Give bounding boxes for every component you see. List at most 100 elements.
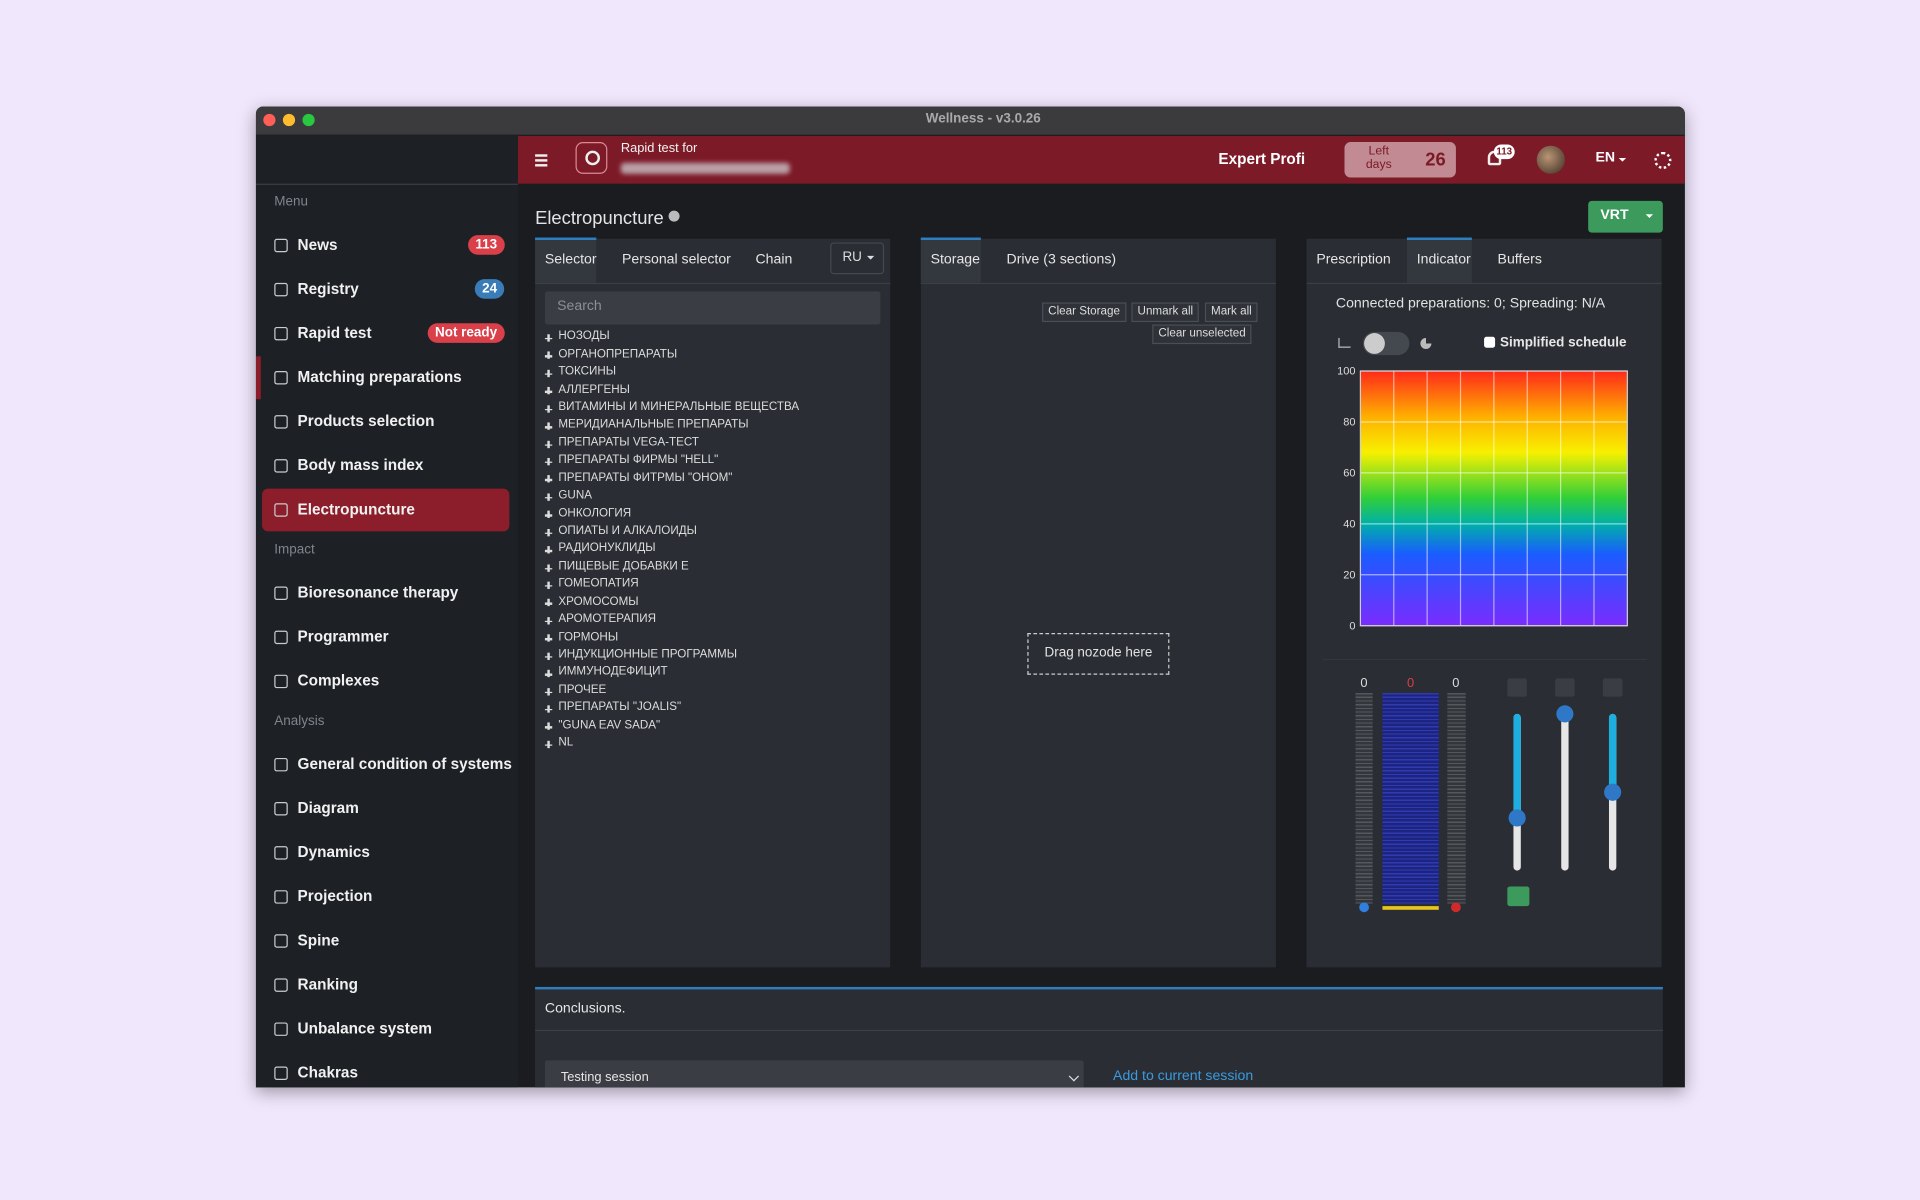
- menu-icon[interactable]: [535, 154, 548, 157]
- slider-button[interactable]: [1507, 678, 1527, 697]
- menu-item[interactable]: Rapid test: [297, 323, 372, 342]
- vrt-caret: [1645, 214, 1654, 221]
- window-control[interactable]: [302, 113, 315, 127]
- tree-item[interactable]: ПРЕПАРАТЫ ФИТРМЫ "ОНОМ": [558, 471, 733, 485]
- slider-handle[interactable]: [1556, 705, 1574, 723]
- patient-name-blurred: [620, 162, 790, 174]
- meter-value: 0: [1406, 675, 1415, 691]
- tree-plus-v: [547, 475, 550, 483]
- language-select[interactable]: [830, 242, 885, 275]
- search-button[interactable]: [575, 142, 608, 174]
- search-input[interactable]: [544, 291, 881, 325]
- tree-item[interactable]: GUNA: [558, 488, 592, 503]
- menu-item[interactable]: Unbalance system: [297, 1019, 432, 1037]
- tree-item[interactable]: ОНКОЛОГИЯ: [558, 506, 632, 520]
- tab[interactable]: Drive (3 sections): [1006, 252, 1117, 268]
- menu-item[interactable]: Projection: [297, 887, 373, 905]
- storage-button[interactable]: Unmark all: [1131, 302, 1200, 323]
- tree-item[interactable]: ПРЕПАРАТЫ "JOALIS": [558, 700, 682, 715]
- tree-item[interactable]: ТОКСИНЫ: [558, 365, 617, 379]
- menu-item[interactable]: Diagram: [297, 798, 359, 817]
- tree-item[interactable]: NL: [558, 736, 574, 750]
- tree-item[interactable]: ОПИАТЫ И АЛКАЛОИДЫ: [558, 524, 697, 538]
- menu-item[interactable]: News: [297, 235, 338, 253]
- menu-item[interactable]: Spine: [297, 931, 340, 949]
- tree-item[interactable]: "GUNA EAV SADA": [558, 718, 661, 732]
- active-tab: [535, 237, 597, 283]
- slider-button[interactable]: [1555, 678, 1575, 697]
- tree-item[interactable]: ГОМЕОПАТИЯ: [558, 577, 639, 591]
- tab[interactable]: Storage: [930, 252, 980, 268]
- storage-button[interactable]: Clear Storage: [1042, 302, 1127, 323]
- indicator-chart: 0 20 40 60 80 100: [1337, 366, 1628, 632]
- tree-item[interactable]: РАДИОНУКЛИДЫ: [558, 541, 656, 556]
- left-days-label: Left days: [1365, 144, 1392, 172]
- avatar[interactable]: [1536, 145, 1565, 174]
- vrt-label[interactable]: VRT: [1600, 208, 1629, 223]
- language[interactable]: EN: [1595, 150, 1616, 166]
- tree-item[interactable]: АРОМОТЕРАПИЯ: [558, 612, 657, 626]
- simplified-label[interactable]: Simplified schedule: [1500, 335, 1627, 351]
- meter-value: 0: [1452, 675, 1460, 691]
- tab[interactable]: Buffers: [1497, 252, 1542, 268]
- menu-item[interactable]: Complexes: [297, 671, 380, 689]
- tab[interactable]: Personal selector: [622, 252, 731, 268]
- session-select-label[interactable]: Testing session: [560, 1069, 649, 1085]
- tree-item[interactable]: МЕРИДИАНАЛЬНЫЕ ПРЕПАРАТЫ: [558, 418, 749, 432]
- info-icon: [668, 210, 680, 222]
- session-select[interactable]: [544, 1060, 1084, 1088]
- tree-item[interactable]: ОРГАНОПРЕПАРАТЫ: [558, 347, 678, 361]
- tree-item[interactable]: ПРОЧЕЕ: [558, 683, 607, 697]
- tree-item[interactable]: АЛЛЕРГЕНЫ: [558, 382, 630, 397]
- tree-item[interactable]: ПРЕПАРАТЫ ФИРМЫ "HELL": [558, 453, 719, 467]
- storage-button[interactable]: Mark all: [1204, 302, 1258, 323]
- menu-item[interactable]: Dynamics: [297, 843, 370, 861]
- storage-button[interactable]: Clear unselected: [1152, 324, 1252, 345]
- tab-bar: [1306, 239, 1662, 285]
- tree-item[interactable]: ПИЩЕВЫЕ ДОБАВКИ Е: [558, 559, 689, 573]
- tree-item[interactable]: НОЗОДЫ: [558, 329, 610, 344]
- tree-item[interactable]: ГОРМОНЫ: [558, 630, 619, 644]
- menu-item[interactable]: Products selection: [297, 412, 435, 430]
- tree-item[interactable]: ПРЕПАРАТЫ VEGA-ТЕСТ: [558, 435, 700, 450]
- window-control[interactable]: [263, 113, 276, 127]
- tree-item[interactable]: ХРОМОСОМЫ: [558, 594, 639, 609]
- menu-item[interactable]: Bioresonance therapy: [297, 583, 459, 601]
- y-tick-label: 40: [1343, 519, 1355, 531]
- menu-item[interactable]: Programmer: [297, 627, 389, 645]
- y-tick-label: 0: [1349, 620, 1355, 632]
- menu-item[interactable]: Registry: [297, 279, 359, 297]
- tree-plus-v: [547, 705, 550, 713]
- checkbox[interactable]: [1484, 336, 1496, 348]
- slider-handle[interactable]: [1508, 809, 1526, 827]
- window-control[interactable]: [282, 113, 296, 127]
- tab[interactable]: Chain: [755, 252, 793, 268]
- tab-bar: [920, 239, 1276, 285]
- menu-item[interactable]: Ranking: [297, 975, 358, 993]
- menu-item[interactable]: Matching preparations: [297, 367, 462, 386]
- menu-item[interactable]: Electropuncture: [297, 500, 415, 518]
- slider-handle[interactable]: [1604, 783, 1622, 801]
- notification-badge: 113: [1493, 144, 1515, 160]
- tree-plus-v: [547, 563, 550, 572]
- tab-bar: [535, 239, 891, 285]
- menu-icon: [274, 1066, 288, 1081]
- menu-item[interactable]: Body mass index: [297, 456, 424, 474]
- menu-item[interactable]: General condition of systems: [297, 754, 512, 773]
- language-select-label[interactable]: RU: [842, 250, 862, 265]
- tree-plus-v: [547, 634, 550, 642]
- signal-button[interactable]: [1507, 886, 1530, 907]
- menu-item[interactable]: Chakras: [297, 1063, 358, 1081]
- menu-icon: [274, 415, 288, 429]
- tree-item[interactable]: ВИТАМИНЫ И МИНЕРАЛЬНЫЕ ВЕЩЕСТВА: [558, 400, 800, 414]
- tab[interactable]: Indicator: [1416, 252, 1471, 268]
- menu-icon[interactable]: [535, 164, 548, 167]
- menu-icon[interactable]: [535, 159, 548, 162]
- tab[interactable]: Selector: [544, 252, 597, 268]
- add-to-session-link[interactable]: Add to current session: [1113, 1069, 1254, 1084]
- tree-item[interactable]: ИММУНОДЕФИЦИТ: [558, 665, 668, 679]
- settings-icon[interactable]: [1654, 151, 1672, 169]
- tree-item[interactable]: ИНДУКЦИОННЫЕ ПРОГРАММЫ: [558, 647, 738, 662]
- tab[interactable]: Prescription: [1316, 252, 1391, 268]
- slider-button[interactable]: [1602, 678, 1623, 697]
